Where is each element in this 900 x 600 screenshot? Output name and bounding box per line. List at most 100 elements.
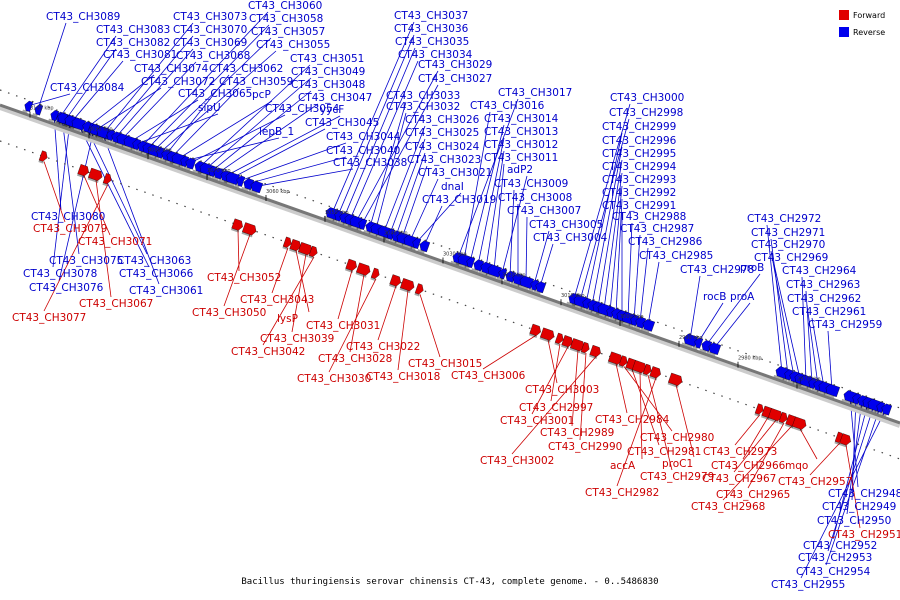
leader-line bbox=[639, 372, 643, 460]
leader-line bbox=[247, 156, 347, 185]
leader-line bbox=[205, 77, 312, 170]
genome-axis-shadow bbox=[0, 104, 900, 428]
reverse-gene bbox=[806, 377, 818, 390]
leader-line bbox=[183, 137, 280, 162]
leader-line bbox=[511, 356, 597, 455]
forward-gene bbox=[667, 372, 683, 388]
reverse-gene-label: CT43_CH2972 bbox=[747, 213, 821, 225]
reverse-gene-label: CT43_CH3040 bbox=[326, 145, 400, 157]
inner-dotted-track bbox=[0, 140, 900, 460]
leader-line bbox=[109, 35, 194, 136]
forward-gene-label: CT43_CH2965 bbox=[716, 489, 790, 501]
forward-gene bbox=[560, 335, 573, 350]
legend-forward-swatch bbox=[839, 10, 849, 20]
leader-line bbox=[633, 234, 641, 321]
reverse-gene bbox=[417, 240, 431, 254]
reverse-gene-label: CT43_CH3035 bbox=[395, 36, 469, 48]
leader-line bbox=[647, 261, 660, 326]
forward-gene-label: CT43_CH3077 bbox=[12, 312, 86, 324]
reverse-gene-label: CT43_CH3084 bbox=[50, 82, 125, 94]
leader-line bbox=[349, 274, 365, 353]
reverse-gene-label: dnaI bbox=[441, 181, 464, 193]
leader-line bbox=[153, 37, 272, 151]
forward-gene-label: CT43_CH3042 bbox=[231, 346, 305, 358]
leader-line bbox=[827, 330, 833, 390]
leader-line bbox=[223, 234, 251, 307]
forward-gene-label: CT43_CH2989 bbox=[540, 427, 614, 439]
reverse-gene-label: CT43_CH3012 bbox=[484, 139, 558, 151]
forward-gene-label: CT43_CH2966 bbox=[711, 460, 786, 472]
leader-line bbox=[59, 35, 117, 118]
leader-line bbox=[58, 129, 95, 282]
reverse-gene bbox=[692, 337, 704, 350]
leader-line bbox=[87, 74, 155, 128]
leader-line bbox=[733, 419, 777, 473]
reverse-gene-label: CT43_CH2963 bbox=[786, 279, 860, 291]
leader-line bbox=[770, 250, 795, 377]
leader-line bbox=[525, 216, 528, 282]
reverse-gene-label: CT43_CH3011 bbox=[484, 152, 558, 164]
forward-gene-label: proC1 bbox=[662, 458, 693, 470]
reverse-gene-label: CT43_CH3000 bbox=[610, 92, 684, 104]
reverse-gene-label: CT43_CH3016 bbox=[470, 100, 545, 112]
reverse-gene-label: CT43_CH3073 bbox=[173, 11, 247, 23]
reverse-gene bbox=[248, 180, 264, 195]
leader-line bbox=[477, 137, 505, 265]
legend-reverse-swatch bbox=[839, 27, 849, 37]
leader-line bbox=[159, 50, 277, 153]
leader-line bbox=[742, 417, 769, 460]
forward-gene bbox=[588, 344, 601, 360]
reverse-gene-label: CT43_CH3066 bbox=[119, 268, 194, 280]
outer-dotted-track bbox=[0, 89, 900, 409]
reverse-gene-label: CT43_CH3075 bbox=[49, 255, 123, 267]
forward-gene-label: CT43_CH3018 bbox=[366, 371, 440, 383]
forward-gene bbox=[288, 239, 301, 254]
reverse-gene bbox=[640, 319, 656, 333]
gene-features bbox=[22, 100, 893, 448]
forward-gene bbox=[102, 173, 112, 187]
forward-gene-label: CT43_CH3067 bbox=[79, 298, 153, 310]
reverse-gene-label: CT43_CH2986 bbox=[628, 236, 703, 248]
forward-gene-label: accA bbox=[610, 460, 636, 472]
reverse-gene-label: CT43_CH2952 bbox=[803, 540, 877, 552]
reverse-gene-label: CT43_CH3062 bbox=[209, 63, 283, 75]
forward-gene bbox=[791, 416, 807, 432]
reverse-gene-label: CT43_CH3069 bbox=[173, 37, 247, 49]
reverse-gene-label: CT43_CH3061 bbox=[129, 285, 203, 297]
forward-gene-label: CT43_CH2968 bbox=[691, 501, 765, 513]
tick-label: 3050 kbp bbox=[325, 210, 349, 216]
reverse-gene bbox=[879, 403, 893, 417]
forward-gene-label: CT43_CH3050 bbox=[192, 307, 266, 319]
leader-line bbox=[52, 120, 71, 268]
leader-line bbox=[615, 198, 623, 314]
leader-line bbox=[395, 152, 426, 237]
leader-line bbox=[539, 243, 554, 287]
forward-gene-label: CT43_CH3039 bbox=[260, 333, 334, 345]
leader-line bbox=[801, 276, 807, 381]
reverse-gene-label: pcP bbox=[252, 89, 271, 101]
leader-line bbox=[845, 444, 861, 529]
reverse-gene-label: CT43_CH3034 bbox=[398, 49, 473, 61]
forward-gene bbox=[569, 338, 585, 354]
reverse-gene-label: CT43_CH2950 bbox=[817, 515, 891, 527]
reverse-gene-label: CT43_CH3045 bbox=[305, 117, 379, 129]
forward-gene-label: CT43_CH3003 bbox=[525, 384, 599, 396]
reverse-gene-label: CT43_CH2994 bbox=[602, 161, 677, 173]
reverse-gene-label: CT43_CH2987 bbox=[620, 223, 694, 235]
forward-gene bbox=[344, 258, 357, 273]
reverse-gene-label: CT43_CH2962 bbox=[787, 293, 861, 305]
forward-gene bbox=[528, 323, 541, 338]
leader-line bbox=[225, 115, 341, 177]
reverse-gene bbox=[485, 264, 502, 279]
forward-gene-label: CT43_CH3006 bbox=[451, 370, 526, 382]
leader-line bbox=[331, 21, 415, 214]
forward-gene-label: CT43_CH2967 bbox=[702, 473, 776, 485]
reverse-gene bbox=[32, 104, 44, 117]
forward-gene-label: CT43_CH2981 bbox=[627, 446, 701, 458]
leader-line bbox=[571, 350, 579, 427]
reverse-gene-label: proA bbox=[730, 291, 755, 303]
forward-gene bbox=[838, 433, 851, 448]
leader-line bbox=[115, 48, 194, 138]
leader-line bbox=[177, 100, 273, 160]
leader-line bbox=[647, 374, 673, 471]
